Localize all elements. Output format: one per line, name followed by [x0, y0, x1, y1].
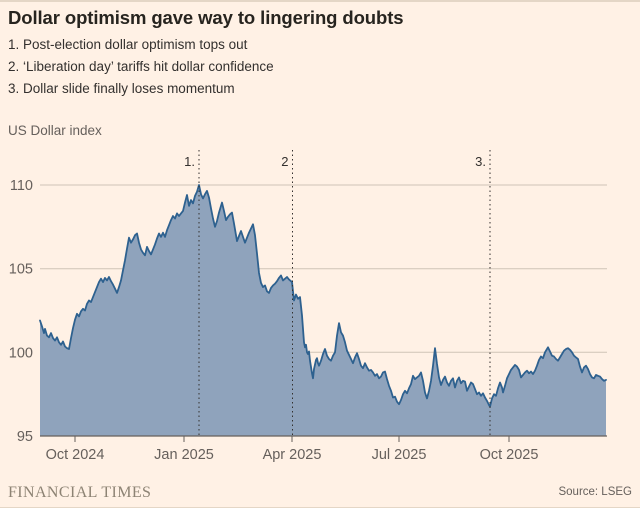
y-tick-label-110: 110: [10, 178, 33, 194]
dollar-index-line: [39, 184, 607, 408]
x-tick-label: Oct 2025: [480, 447, 539, 463]
event-line-label-1: 1.: [184, 154, 195, 169]
financial-times-logo: FINANCIAL TIMES: [8, 484, 152, 501]
chart-title: Dollar optimism gave way to lingering do…: [8, 7, 404, 28]
dollar-index-area: [40, 185, 606, 436]
event-line-label-2: 2: [281, 154, 288, 169]
annotation-legend: 1. Post-election dollar optimism tops ou…: [8, 34, 274, 100]
y-tick-label-105: 105: [9, 262, 33, 278]
dollar-index-chart: 1. 2 3. 95 100 105 110 Oct 2024 Jan 2025 Apr 2025…: [9, 150, 607, 463]
x-tick-label: Oct 2024: [46, 447, 105, 463]
annotation-3: 3. Dollar slide finally loses momentum: [8, 81, 235, 96]
y-tick-label-100: 100: [9, 345, 33, 361]
x-tick-label: Jul 2025: [372, 447, 427, 463]
x-tick-label: Apr 2025: [263, 447, 322, 463]
annotation-2: 2. ‘Liberation day’ tariffs hit dollar c…: [8, 59, 274, 74]
y-tick-label-95: 95: [17, 429, 33, 445]
y-axis-series-label: US Dollar index: [8, 123, 102, 138]
annotation-1: 1. Post-election dollar optimism tops ou…: [8, 37, 248, 52]
event-line-label-3: 3.: [475, 154, 486, 169]
x-tick-label: Jan 2025: [154, 447, 214, 463]
source-credit: Source: LSEG: [558, 486, 632, 498]
